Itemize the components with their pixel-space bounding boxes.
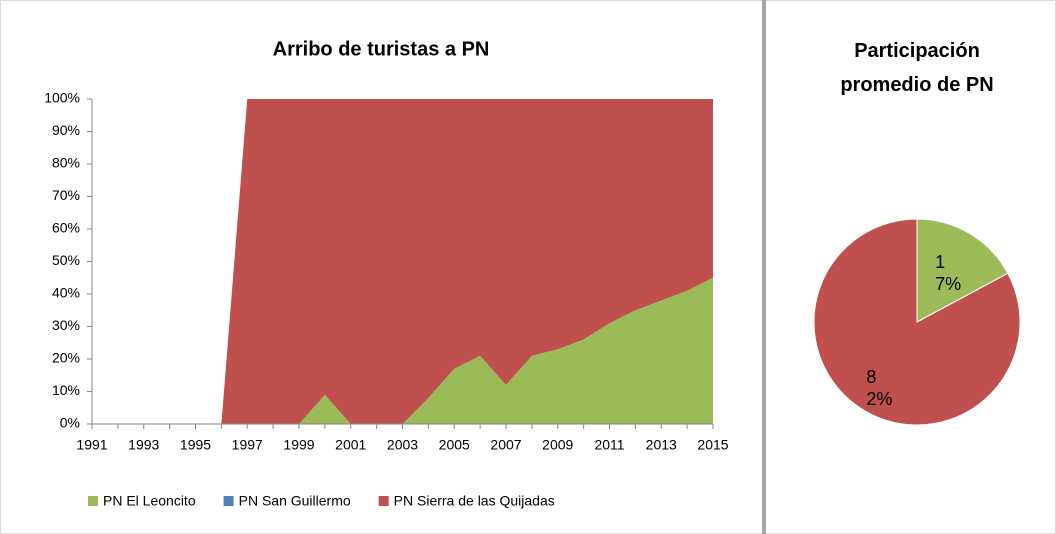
y-tick-label: 40% <box>52 285 80 301</box>
pie-slice <box>916 218 1009 323</box>
pie-label: 17% <box>935 252 962 295</box>
legend-swatch <box>223 496 234 506</box>
y-tick-label: 30% <box>52 317 80 333</box>
pie-label: 82% <box>866 367 893 410</box>
x-tick-label: 2007 <box>490 437 521 453</box>
x-tick-label: 1993 <box>128 437 159 453</box>
y-tick-label: 80% <box>52 155 80 171</box>
x-tick-label: 1991 <box>76 437 107 453</box>
legend-swatch <box>88 496 98 506</box>
x-tick-label: 2011 <box>594 437 624 453</box>
legend-label: PN Sierra de las Quijadas <box>394 493 555 509</box>
x-tick-label: 2005 <box>439 437 470 453</box>
x-tick-label: 2013 <box>646 437 677 453</box>
legend-label: PN San Guillermo <box>239 493 351 509</box>
y-tick-label: 20% <box>52 350 80 366</box>
x-tick-label: 2009 <box>542 437 573 453</box>
x-tick-label: 2001 <box>335 437 366 453</box>
y-tick-label: 60% <box>52 220 80 236</box>
legend-label: PN El Leoncito <box>103 493 196 509</box>
x-tick-label: 1995 <box>180 437 211 453</box>
x-tick-label: 1997 <box>232 437 263 453</box>
y-tick-label: 70% <box>52 187 80 203</box>
y-tick-label: 0% <box>60 415 80 431</box>
x-tick-label: 1999 <box>283 437 314 453</box>
y-tick-label: 90% <box>52 122 80 138</box>
legend-swatch <box>378 496 389 506</box>
pie-title: Participación promedio de PN <box>840 40 994 96</box>
x-tick-label: 2003 <box>387 437 418 453</box>
divider <box>762 0 766 534</box>
x-tick-label: 2015 <box>697 437 728 453</box>
area <box>92 277 713 424</box>
y-tick-label: 100% <box>44 90 80 106</box>
y-tick-label: 10% <box>52 382 80 398</box>
chart-title: Arribo de turistas a PN <box>273 38 490 60</box>
pie-slice <box>813 218 1021 426</box>
y-tick-label: 50% <box>52 252 80 268</box>
area <box>92 99 713 424</box>
